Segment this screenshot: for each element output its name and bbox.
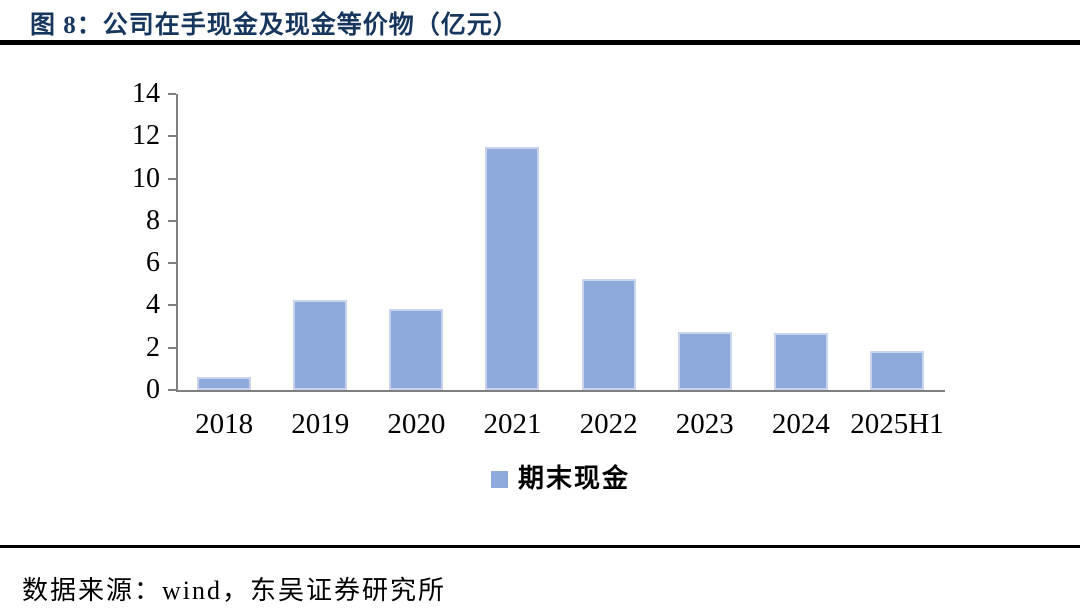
y-tick-label: 8 [146, 204, 160, 236]
y-tick-mark [168, 346, 176, 349]
x-tick-label: 2019 [291, 408, 350, 440]
y-tick-mark [168, 262, 176, 265]
figure-title: 图 8：公司在手现金及现金等价物（亿元） [30, 12, 519, 39]
y-tick-mark [168, 304, 176, 307]
bar-2023 [677, 331, 732, 390]
legend-label: 期末现金 [517, 464, 630, 493]
x-tick-label: 2020 [387, 408, 446, 440]
y-tick-mark [168, 135, 176, 138]
y-tick-mark [168, 389, 176, 391]
y-tick-label: 6 [146, 247, 160, 279]
x-tick-label: 2022 [579, 408, 638, 440]
y-tick-mark [168, 177, 176, 180]
y-axis-line [176, 94, 178, 392]
x-tick-label: 2025H1 [850, 408, 944, 440]
cash-bar-chart: 0 2 4 6 8 10 12 14 2018 2019 2020 2021 2022 2023 2024 2… [132, 78, 945, 492]
x-tick-label: 2021 [483, 408, 542, 440]
chart-legend: 期末现金 [176, 466, 945, 492]
y-tick-label: 10 [132, 162, 160, 194]
bar-2021 [485, 146, 540, 390]
y-tick-label: 12 [132, 120, 160, 152]
y-tick-label: 14 [132, 78, 160, 109]
y-tick-mark [168, 219, 176, 222]
x-tick-label: 2018 [195, 408, 254, 440]
y-tick-mark [168, 93, 176, 95]
data-source: 数据来源：wind，东吴证券研究所 [22, 576, 447, 605]
title-divider [0, 40, 1080, 45]
x-tick-label: 2023 [675, 408, 734, 440]
bar-2025H1 [869, 350, 924, 390]
source-divider [0, 545, 1080, 548]
legend-swatch-icon [490, 470, 508, 488]
bar-2019 [293, 300, 348, 390]
y-tick-label: 0 [146, 374, 160, 405]
x-tick-label: 2024 [771, 408, 830, 440]
y-tick-label: 2 [146, 331, 160, 363]
bar-2020 [389, 308, 444, 390]
y-tick-label: 4 [146, 289, 160, 321]
bar-2022 [581, 279, 636, 390]
bar-2018 [197, 377, 252, 390]
bar-2024 [773, 332, 828, 390]
x-axis-line [176, 390, 945, 392]
